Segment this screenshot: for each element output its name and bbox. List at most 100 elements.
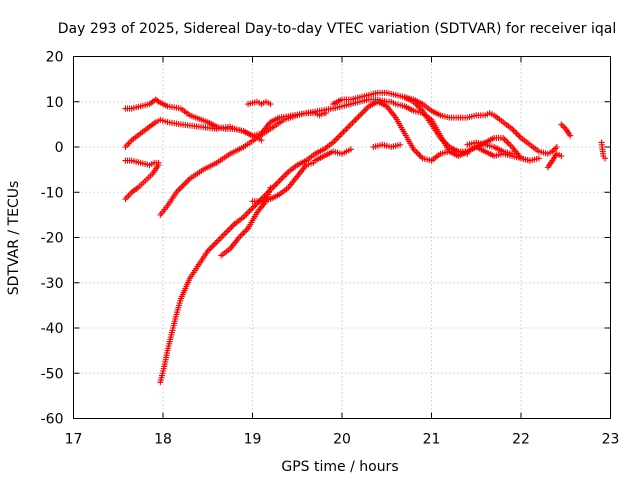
data-point	[515, 131, 522, 138]
y-tick-label: 0	[55, 140, 64, 156]
data-point	[227, 225, 234, 232]
data-point	[512, 128, 519, 135]
data-point	[277, 176, 284, 183]
data-point	[341, 127, 348, 134]
data-point	[219, 232, 226, 239]
y-tick-label: -40	[41, 321, 64, 337]
x-axis-label: GPS time / hours	[281, 459, 398, 475]
y-tick-label: -60	[41, 412, 64, 428]
x-tick-label: 19	[244, 432, 262, 448]
y-tick-label: -50	[41, 366, 64, 382]
data-point	[340, 128, 347, 135]
data-point	[270, 183, 277, 190]
data-point	[507, 142, 514, 149]
data-point	[258, 137, 265, 144]
data-point	[154, 97, 161, 104]
data-point	[207, 245, 214, 252]
data-point	[225, 226, 232, 233]
x-tick-label: 17	[65, 432, 83, 448]
data-point	[333, 136, 340, 143]
y-tick-label: 10	[46, 95, 64, 111]
data-point	[185, 177, 192, 184]
data-point	[516, 133, 523, 140]
data-point	[212, 240, 219, 247]
data-point	[280, 173, 287, 180]
data-point	[250, 203, 257, 210]
data-point	[464, 150, 471, 157]
data-point	[182, 180, 189, 187]
data-point	[350, 118, 357, 125]
data-points	[122, 89, 609, 386]
data-point	[206, 246, 213, 253]
data-point	[602, 155, 609, 162]
data-point	[283, 170, 290, 177]
data-point	[245, 209, 252, 216]
data-point	[240, 229, 247, 236]
data-point	[503, 137, 510, 144]
x-tick-labels: 17 18 19 20 21 22 23	[65, 432, 620, 448]
series-track-8	[249, 159, 317, 205]
data-point	[347, 146, 354, 153]
data-point	[535, 155, 542, 162]
data-point	[276, 177, 283, 184]
data-point	[344, 124, 351, 131]
data-point	[331, 137, 338, 144]
x-tick-label: 18	[154, 432, 172, 448]
data-point	[239, 231, 246, 238]
data-point	[274, 179, 281, 186]
data-point	[513, 130, 520, 137]
x-tick-label: 23	[602, 432, 620, 448]
data-point	[552, 145, 559, 152]
x-tick-label: 22	[512, 432, 530, 448]
data-point	[353, 115, 360, 122]
series-track-11	[330, 89, 560, 157]
data-point	[248, 206, 255, 213]
data-point	[242, 228, 249, 235]
data-point	[213, 239, 220, 246]
series-track-6	[157, 98, 542, 386]
data-point	[252, 202, 259, 209]
data-point	[346, 122, 353, 129]
y-tick-label: 20	[46, 50, 64, 66]
series-track-1	[122, 96, 265, 144]
data-point	[155, 162, 162, 169]
data-point	[362, 106, 369, 113]
data-point	[567, 132, 574, 139]
data-point	[183, 178, 190, 185]
data-point	[504, 139, 511, 146]
data-point	[358, 110, 365, 117]
series-track-13	[401, 94, 471, 157]
data-point	[221, 231, 228, 238]
data-point	[243, 211, 250, 218]
y-axis-label: SDTVAR / TECUs	[6, 181, 22, 296]
data-point	[177, 184, 184, 191]
data-point	[267, 101, 274, 108]
data-point	[176, 186, 183, 193]
series-track-10	[312, 146, 354, 164]
data-point	[334, 134, 341, 141]
data-point	[356, 112, 363, 119]
data-point	[336, 133, 343, 140]
x-tick-label: 20	[333, 432, 351, 448]
data-point	[174, 187, 181, 194]
data-point	[218, 234, 225, 241]
data-point	[210, 242, 217, 249]
data-point	[509, 150, 516, 157]
data-point	[215, 237, 222, 244]
data-point	[349, 119, 356, 126]
y-tick-label: -20	[41, 231, 64, 247]
data-point	[179, 183, 186, 190]
data-point	[352, 116, 359, 123]
data-point	[216, 236, 223, 243]
data-point	[559, 122, 566, 129]
data-point	[553, 144, 560, 150]
y-tick-label: -30	[41, 276, 64, 292]
data-point	[237, 232, 244, 239]
plot-frame	[73, 56, 611, 419]
series-track-3	[122, 157, 162, 169]
data-point	[249, 205, 256, 212]
data-point	[361, 107, 368, 114]
data-point	[510, 127, 517, 134]
data-point	[347, 121, 354, 128]
